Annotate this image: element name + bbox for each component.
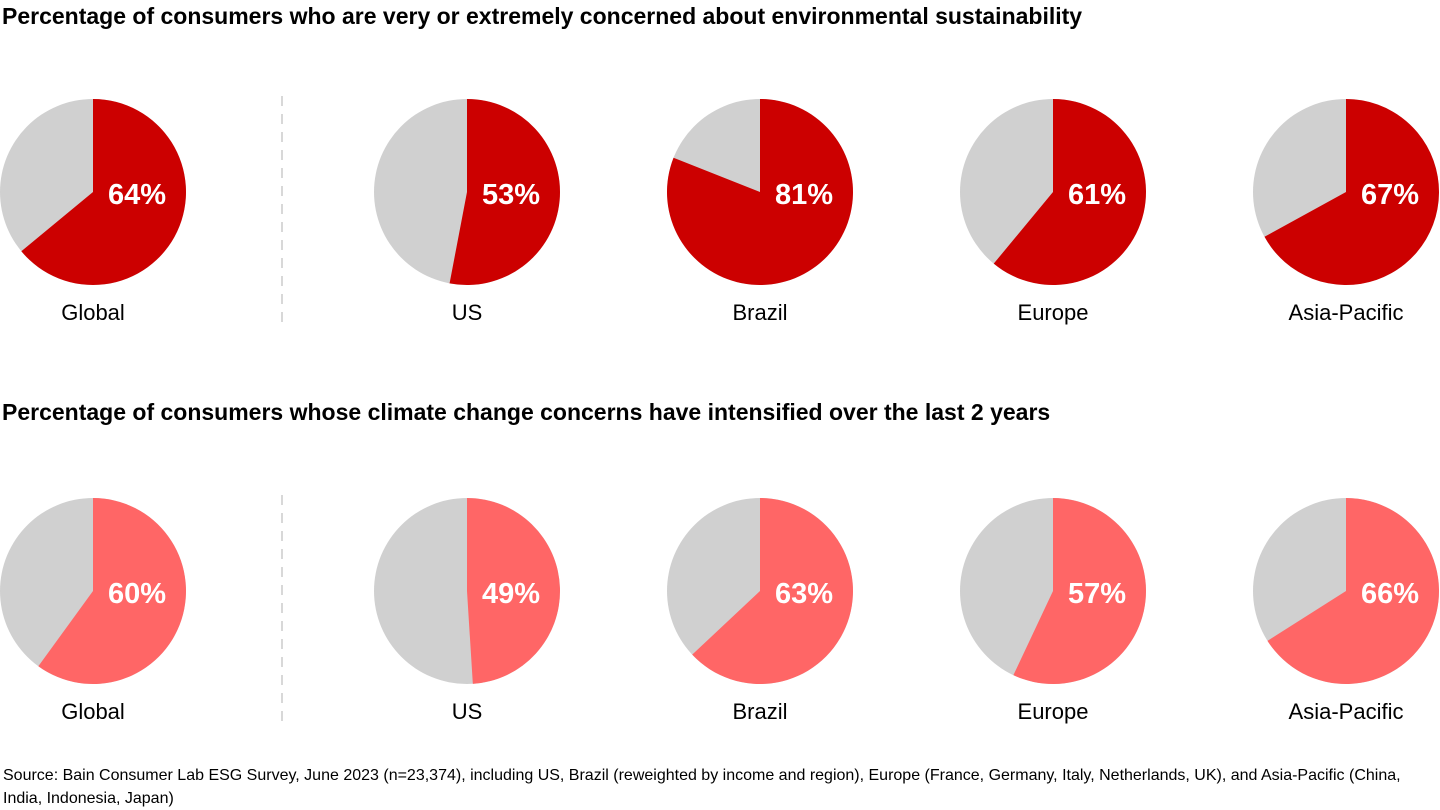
data-label: 66%	[1361, 578, 1419, 610]
data-label: 53%	[482, 179, 540, 211]
data-label: 49%	[482, 578, 540, 610]
category-label: US	[452, 699, 483, 724]
data-label: 63%	[775, 578, 833, 610]
category-label: Global	[61, 699, 125, 724]
pie-slice-value	[21, 99, 187, 285]
chart-title-top: Percentage of consumers who are very or …	[2, 3, 1083, 29]
category-label: Asia-Pacific	[1289, 300, 1404, 325]
pie-us: 49% US	[374, 498, 560, 724]
pie-global: 60% Global	[0, 498, 187, 724]
category-label: US	[452, 300, 483, 325]
pie-global: 64% Global	[0, 99, 187, 325]
pie-slice-value	[449, 99, 560, 285]
data-label: 60%	[108, 578, 166, 610]
data-label: 64%	[108, 179, 166, 211]
data-label: 61%	[1068, 179, 1126, 211]
pie-europe: 61% Europe	[960, 99, 1146, 325]
pie-slice-value	[38, 498, 187, 684]
category-label: Global	[61, 300, 125, 325]
pie-slice-value	[692, 498, 853, 684]
pie-slice-value	[467, 498, 560, 684]
chart-title-bottom: Percentage of consumers whose climate ch…	[2, 399, 1051, 425]
pie-slice-value	[993, 99, 1146, 285]
category-label: Brazil	[732, 699, 787, 724]
pie-us: 53% US	[374, 99, 560, 325]
pie-slice-value	[666, 99, 854, 285]
pie-europe: 57% Europe	[960, 498, 1146, 724]
data-label: 81%	[775, 179, 833, 211]
category-label: Europe	[1018, 300, 1089, 325]
pie-slice-value	[1013, 498, 1146, 684]
data-label: 57%	[1068, 578, 1126, 610]
category-label: Brazil	[732, 300, 787, 325]
data-label: 67%	[1361, 179, 1419, 211]
pie-asia-pacific: 66% Asia-Pacific	[1253, 498, 1440, 724]
pie-slice-value	[1264, 99, 1439, 285]
category-label: Asia-Pacific	[1289, 699, 1404, 724]
pie-brazil: 63% Brazil	[667, 498, 853, 724]
pie-brazil: 81% Brazil	[666, 99, 854, 325]
source-note: Source: Bain Consumer Lab ESG Survey, Ju…	[3, 767, 1401, 807]
pie-asia-pacific: 67% Asia-Pacific	[1253, 99, 1439, 325]
category-label: Europe	[1018, 699, 1089, 724]
pie-slice-value	[1267, 498, 1440, 685]
